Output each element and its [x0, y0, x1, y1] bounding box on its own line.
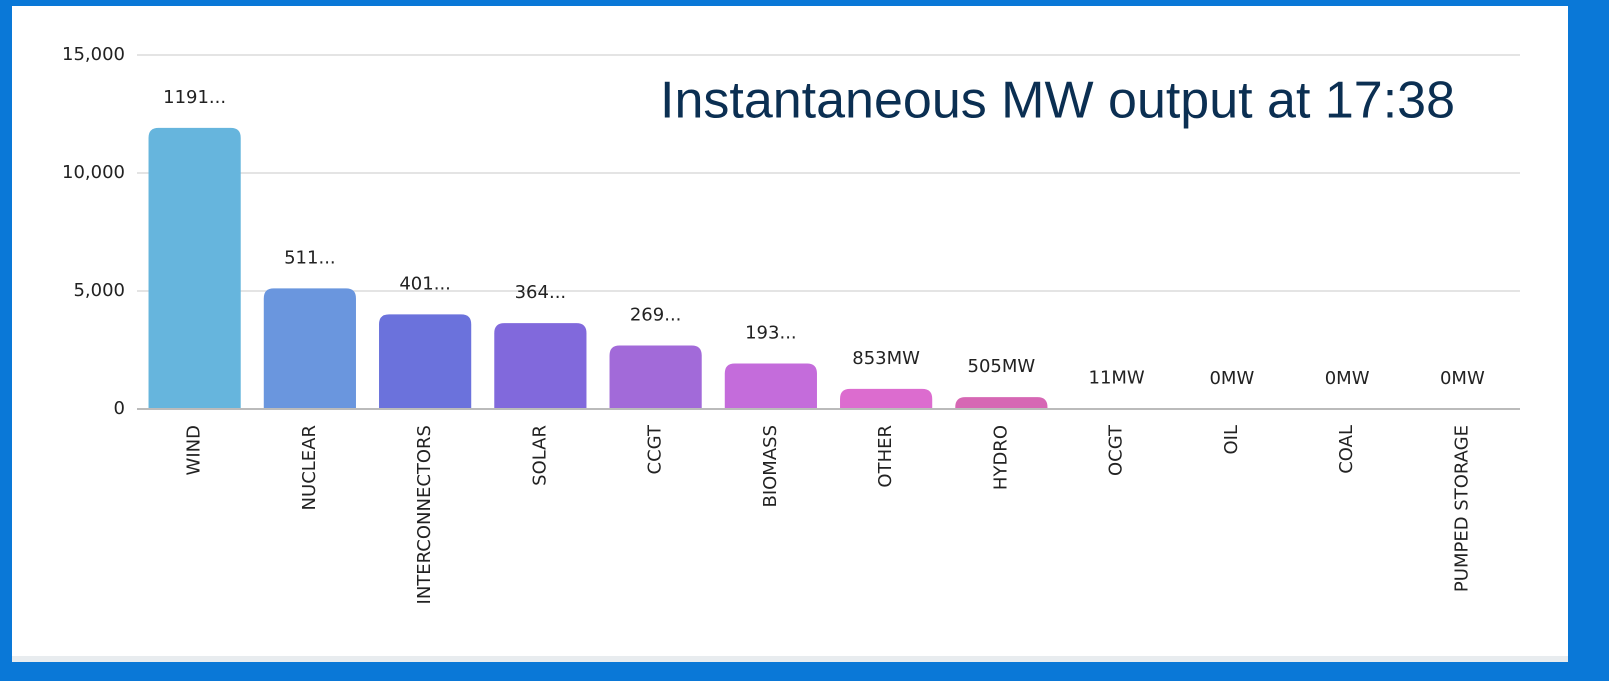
x-tick-label: PUMPED STORAGE	[1451, 425, 1472, 592]
x-tick-label: WIND	[184, 425, 205, 475]
bar	[148, 127, 241, 409]
bar	[609, 345, 702, 409]
y-tick-label: 5,000	[73, 280, 125, 301]
y-tick-label: 15,000	[62, 44, 125, 65]
value-label: 193...	[745, 322, 797, 343]
chart-title: Instantaneous MW output at 17:38	[660, 72, 1455, 130]
x-tick-label: BIOMASS	[760, 425, 781, 508]
x-tick-label: CCGT	[645, 424, 666, 474]
x-tick-label: SOLAR	[529, 425, 550, 486]
value-label: 0MW	[1325, 368, 1370, 389]
bar	[955, 397, 1048, 409]
x-tick-label: HYDRO	[990, 425, 1011, 490]
bar	[263, 288, 356, 409]
bar	[494, 323, 587, 409]
x-tick-label: OCGT	[1106, 424, 1127, 476]
value-label: 853MW	[852, 348, 920, 369]
bar	[724, 363, 817, 409]
value-label: 1191...	[163, 87, 226, 108]
x-tick-label: COAL	[1336, 425, 1357, 474]
value-label: 401...	[399, 273, 451, 294]
bar	[379, 314, 472, 409]
value-label: 364...	[515, 282, 567, 303]
y-tick-label: 0	[114, 398, 125, 419]
y-tick-label: 10,000	[62, 162, 125, 183]
x-tick-label: OIL	[1221, 425, 1242, 455]
panel-footer	[12, 656, 1568, 662]
x-tick-label: NUCLEAR	[299, 425, 320, 510]
bar	[840, 388, 933, 409]
value-label: 269...	[630, 305, 682, 326]
value-label: 0MW	[1209, 368, 1254, 389]
value-label: 11MW	[1089, 368, 1145, 389]
value-label: 511...	[284, 247, 336, 268]
x-tick-label: OTHER	[875, 425, 896, 488]
x-tick-label: INTERCONNECTORS	[414, 425, 435, 604]
value-label: 0MW	[1440, 368, 1485, 389]
value-label: 505MW	[968, 356, 1036, 377]
